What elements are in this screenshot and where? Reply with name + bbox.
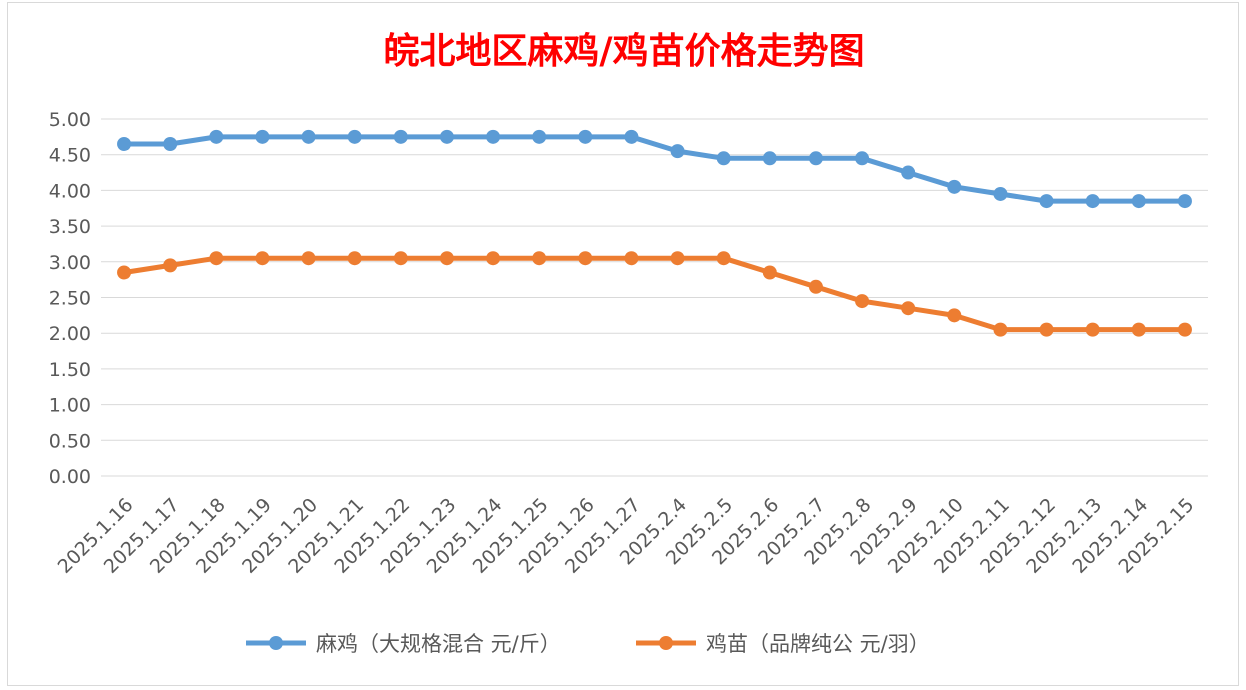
data-point (947, 308, 962, 323)
x-axis-ticks: 2025.1.162025.1.172025.1.182025.1.192025… (54, 494, 1199, 578)
data-point (532, 251, 547, 266)
data-point (1085, 194, 1100, 209)
y-tick-label: 2.00 (49, 323, 91, 345)
data-point (993, 322, 1008, 337)
series-lines (117, 129, 1192, 337)
data-point (716, 251, 731, 266)
data-point (1131, 194, 1146, 209)
series-line (121, 134, 1188, 204)
y-tick-label: 4.00 (49, 180, 91, 202)
data-point (1177, 322, 1192, 337)
data-point (716, 151, 731, 166)
data-point (209, 129, 224, 144)
data-point (1085, 322, 1100, 337)
data-point (947, 179, 962, 194)
legend-marker (659, 636, 673, 650)
y-tick-label: 1.50 (49, 359, 91, 381)
y-tick-label: 2.50 (49, 288, 91, 310)
data-point (255, 129, 270, 144)
data-point (762, 151, 777, 166)
data-point (393, 129, 408, 144)
data-point (993, 186, 1008, 201)
line-chart: 皖北地区麻鸡/鸡苗价格走势图 0.00 0.50 1.00 1.50 2.00 2.50 3… (49, 30, 1208, 656)
data-point (209, 251, 224, 266)
series-1 (117, 129, 1192, 209)
chart-frame: 皖北地区麻鸡/鸡苗价格走势图 0.00 0.50 1.00 1.50 2.00 2.50 3… (7, 2, 1239, 686)
data-point (624, 129, 639, 144)
data-point (1131, 322, 1146, 337)
data-point (1039, 194, 1054, 209)
y-axis-ticks: 0.00 0.50 1.00 1.50 2.00 2.50 3.00 3.50 4.00 4.50… (49, 109, 91, 488)
data-point (255, 251, 270, 266)
data-point (1039, 322, 1054, 337)
data-point (532, 129, 547, 144)
data-point (624, 251, 639, 266)
data-point (163, 258, 178, 273)
legend-item: 鸡苗（品牌纯公 元/羽） (636, 632, 930, 656)
series-2 (117, 251, 1192, 337)
legend-marker (269, 636, 283, 650)
legend: 麻鸡（大规格混合 元/斤） 鸡苗（品牌纯公 元/羽） (246, 632, 930, 656)
data-point (163, 136, 178, 151)
legend-label: 麻鸡（大规格混合 元/斤） (316, 632, 561, 656)
y-tick-label: 0.00 (49, 466, 91, 488)
series-line (121, 255, 1188, 333)
y-tick-label: 4.50 (49, 145, 91, 167)
data-point (393, 251, 408, 266)
data-point (1177, 194, 1192, 209)
data-point (901, 301, 916, 316)
y-tick-label: 0.50 (49, 430, 91, 452)
data-point (439, 251, 454, 266)
data-point (808, 151, 823, 166)
data-point (855, 151, 870, 166)
data-point (762, 265, 777, 280)
data-point (855, 294, 870, 309)
chart-title: 皖北地区麻鸡/鸡苗价格走势图 (383, 30, 864, 72)
data-point (670, 251, 685, 266)
legend-item: 麻鸡（大规格混合 元/斤） (246, 632, 561, 656)
data-point (117, 136, 132, 151)
data-point (347, 251, 362, 266)
data-point (439, 129, 454, 144)
data-point (578, 129, 593, 144)
data-point (117, 265, 132, 280)
data-point (486, 251, 501, 266)
data-point (578, 251, 593, 266)
y-tick-label: 3.50 (49, 216, 91, 238)
data-point (301, 129, 316, 144)
data-point (808, 279, 823, 294)
gridlines (101, 118, 1208, 477)
y-tick-label: 5.00 (49, 109, 91, 131)
legend-label: 鸡苗（品牌纯公 元/羽） (706, 632, 930, 656)
data-point (301, 251, 316, 266)
y-tick-label: 3.00 (49, 252, 91, 274)
data-point (901, 165, 916, 180)
data-point (347, 129, 362, 144)
y-tick-label: 1.00 (49, 395, 91, 417)
data-point (670, 144, 685, 159)
data-point (486, 129, 501, 144)
